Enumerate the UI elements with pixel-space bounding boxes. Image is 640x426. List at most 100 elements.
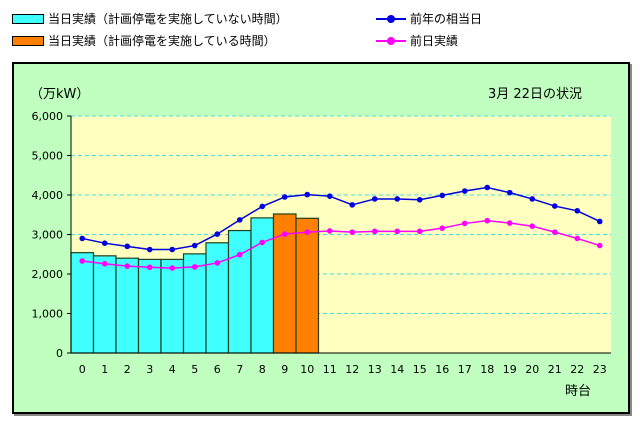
prev-year-point [574, 208, 581, 214]
y-tick-label: 0 [56, 347, 63, 360]
prev-year-point [304, 191, 311, 198]
legend-prev-year: 前年の相当日 [376, 10, 482, 27]
prev-day-point [281, 231, 288, 237]
prev-year-point [124, 243, 131, 250]
prev-day-point [146, 264, 153, 271]
prev-day-point [439, 225, 446, 231]
x-tick-label: 4 [169, 363, 176, 376]
x-tick-label: 12 [345, 363, 359, 376]
prev-year-point [349, 202, 356, 208]
x-tick-label: 7 [236, 363, 243, 376]
prev-day-point [169, 265, 176, 271]
prev-year-point [596, 218, 603, 225]
prev-day-point [349, 229, 356, 235]
prev-day-point [551, 229, 558, 235]
legend-label: 前日実績 [410, 34, 459, 48]
orange-swatch-icon [12, 35, 44, 46]
prev-day-point [326, 228, 333, 234]
prev-year-point [371, 196, 378, 202]
prev-day-point [416, 228, 423, 235]
prev-year-point [506, 189, 513, 196]
prev-day-point [101, 260, 108, 267]
prev-year-line [82, 186, 601, 251]
y-tick-label: 2,000 [32, 268, 64, 281]
y-tick-label: 3,000 [32, 229, 64, 242]
prev-year-point [326, 193, 333, 199]
magenta-line-marker-icon [376, 36, 406, 45]
prev-year-point [146, 246, 153, 253]
prev-year-point [394, 196, 401, 202]
prev-day-line [82, 219, 600, 269]
prev-year-point [461, 188, 468, 194]
x-tick-label: 8 [259, 363, 266, 376]
prev-year-point [214, 231, 221, 237]
legend-label: 当日実績（計画停電を実施している時間） [48, 34, 276, 48]
x-tick-label: 22 [570, 363, 584, 376]
y-tick-label: 4,000 [32, 189, 64, 202]
prev-day-point [214, 260, 221, 266]
x-tick-label: 5 [191, 363, 198, 376]
legend-label: 前年の相当日 [410, 12, 483, 26]
x-tick-label: 18 [480, 363, 494, 376]
prev-year-point [191, 242, 198, 249]
x-tick-label: 6 [214, 363, 221, 376]
prev-day-point [259, 239, 266, 246]
prev-year-point [484, 184, 491, 191]
x-axis-label: 時台 [565, 384, 591, 399]
x-tick-label: 1 [101, 363, 108, 376]
bar [115, 257, 140, 354]
blue-line-marker-icon [376, 14, 406, 23]
prev-day-point [191, 264, 198, 270]
x-tick-label: 14 [390, 363, 404, 376]
prev-day-point [304, 229, 311, 235]
prev-day-point [79, 258, 86, 264]
bar [250, 217, 275, 354]
x-tick-label: 3 [146, 363, 153, 376]
prev-year-point [439, 192, 446, 199]
prev-year-point [529, 196, 536, 202]
prev-day-point [574, 235, 581, 242]
legend-prev-day: 前日実績 [376, 32, 458, 49]
y-tick-label: 5,000 [32, 150, 64, 163]
legend-label: 当日実績（計画停電を実施していない時間） [48, 12, 288, 26]
x-tick-label: 17 [458, 363, 472, 376]
prev-day-point [529, 223, 536, 230]
prev-year-point [416, 196, 423, 203]
prev-year-point [101, 240, 108, 246]
x-tick-label: 9 [281, 363, 288, 376]
y-tick-label: 1,000 [32, 308, 64, 321]
legend-bar-normal: 当日実績（計画停電を実施していない時間） [12, 10, 288, 27]
cyan-swatch-icon [12, 13, 44, 24]
bar [160, 258, 185, 354]
chart-title: 3月 22日の状況 [488, 87, 582, 102]
x-tick-label: 16 [435, 363, 449, 376]
bar [227, 229, 252, 354]
y-axis-unit: （万kW） [30, 87, 89, 102]
x-tick-label: 23 [593, 363, 607, 376]
x-tick-label: 21 [548, 363, 562, 376]
x-tick-label: 20 [525, 363, 539, 376]
prev-day-point [461, 220, 468, 227]
bar [70, 252, 95, 354]
bar [137, 258, 162, 354]
prev-day-point [506, 220, 513, 226]
prev-day-point [236, 251, 243, 258]
x-tick-label: 0 [79, 363, 86, 376]
y-tick-label: 6,000 [32, 110, 64, 123]
bar-outage [295, 217, 320, 354]
x-tick-label: 19 [503, 363, 517, 376]
prev-year-point [551, 203, 558, 209]
x-tick-label: 13 [368, 363, 382, 376]
prev-day-point [124, 263, 131, 269]
prev-year-point [169, 246, 176, 253]
x-tick-label: 10 [300, 363, 314, 376]
prev-year-point [236, 217, 243, 223]
x-tick-label: 11 [323, 363, 337, 376]
prev-day-point [394, 228, 401, 235]
bar [92, 255, 117, 354]
prev-day-point [596, 242, 603, 249]
x-tick-label: 2 [124, 363, 131, 376]
prev-year-point [79, 235, 86, 242]
legend-bar-outage: 当日実績（計画停電を実施している時間） [12, 32, 276, 49]
